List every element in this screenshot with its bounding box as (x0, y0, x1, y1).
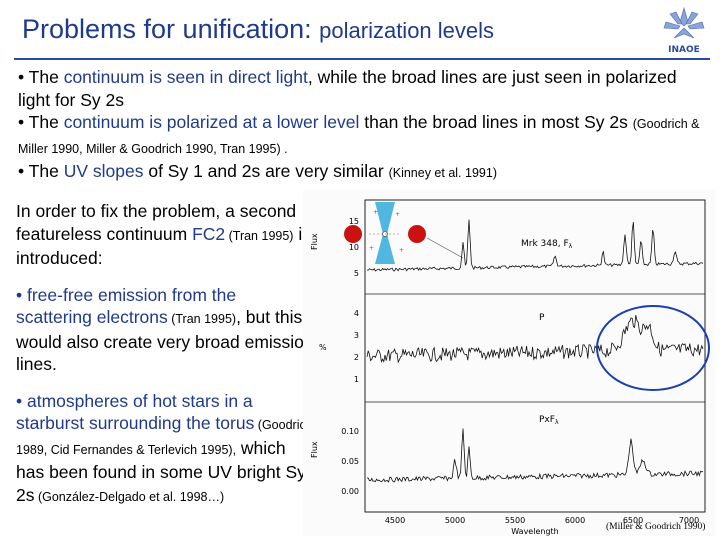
bullet-1: • The continuum is seen in direct light,… (18, 67, 677, 110)
agn-cartoon: + + + + (344, 202, 464, 264)
spectrum-polarization (366, 315, 704, 364)
p-label: P (539, 313, 545, 323)
xtick-5500: 5500 (505, 516, 525, 525)
svg-text:INAOE: INAOE (668, 45, 700, 55)
title-sub: polarization levels (319, 18, 495, 43)
title-divider (14, 58, 710, 60)
svg-text:+: + (369, 245, 374, 252)
xtick-7000: 7000 (679, 516, 699, 525)
freefree-paragraph: • free-free emission from the scattering… (16, 284, 314, 375)
svg-text:+: + (399, 247, 404, 254)
xtick-5000: 5000 (445, 516, 465, 525)
inaoe-logo: INAOE (654, 4, 714, 56)
xtick-6500: 6500 (623, 516, 643, 525)
ytick-3: 3 (354, 331, 359, 340)
ytick-15: 15 (349, 217, 359, 226)
ytick-0-00: 0.00 (341, 487, 359, 496)
bullet-list: • The continuum is seen in direct light,… (18, 66, 708, 185)
bullet-3: • The UV slopes of Sy 1 and 2s are very … (18, 161, 497, 181)
ylabel-percent: % (319, 343, 327, 352)
ytick-10: 10 (349, 243, 359, 252)
ytick-0-05: 0.05 (341, 457, 359, 466)
slide-title: Problems for unification: polarization l… (22, 14, 494, 45)
xtick-6000: 6000 (565, 516, 585, 525)
spectrum-panels: + ++ + Mrk 348, Fλ P PxFλ Flux % Flux 15 1… (310, 199, 710, 536)
spectrum-polarized-flux (366, 428, 704, 483)
ytick-0-10: 0.10 (341, 427, 359, 436)
ytick-4: 4 (354, 309, 359, 318)
left-column: In order to fix the problem, a second fe… (16, 200, 316, 522)
svg-text:+: + (373, 209, 378, 216)
title-main: Problems for unification: (22, 14, 312, 44)
bullet-2: • The continuum is polarized at a lower … (18, 112, 700, 156)
broad-line-highlight (596, 305, 710, 391)
ytick-2: 2 (354, 353, 359, 362)
spectrum-flux (366, 219, 704, 272)
ytick-1: 1 (354, 375, 359, 384)
pxf-label: PxFλ (539, 415, 559, 426)
figure-citation: (Miller & Goodrich 1990) (606, 522, 706, 532)
hotstars-paragraph: • atmospheres of hot stars in a starburs… (16, 390, 313, 505)
intro-paragraph: In order to fix the problem, a second fe… (16, 201, 311, 268)
xtick-4500: 4500 (385, 516, 405, 525)
spectrum-figure: + + + + Mrk 348, Fλ P PxFλ Flux % Flux 15 1… (303, 190, 715, 536)
svg-text:+: + (395, 211, 400, 218)
ylabel-flux-2: Flux (310, 441, 319, 458)
xlabel: Wavelength (511, 527, 558, 536)
object-label: Mrk 348, Fλ (521, 239, 573, 250)
ylabel-flux: Flux (310, 233, 319, 250)
ytick-5: 5 (354, 269, 359, 278)
